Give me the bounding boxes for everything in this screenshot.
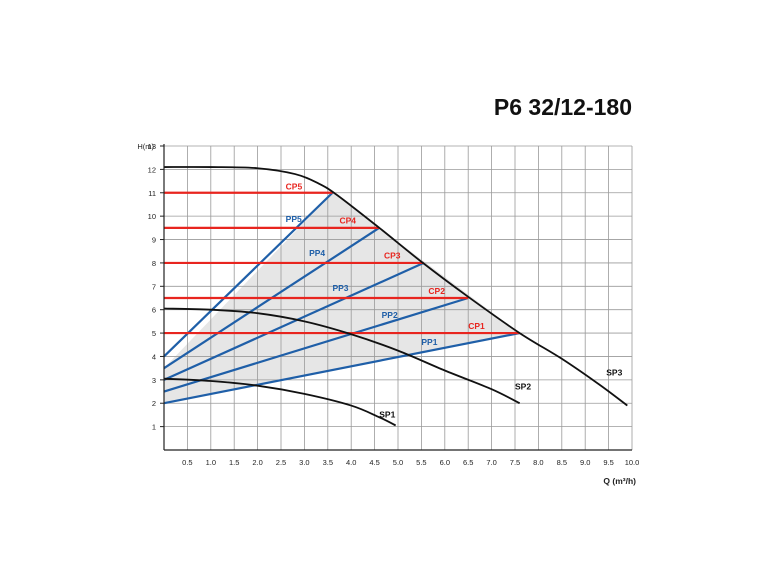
curve-pp3 <box>163 261 425 381</box>
curve-sp3 <box>163 166 628 407</box>
x-tick-label: 3.0 <box>299 458 309 467</box>
y-tick-label: 3 <box>152 376 156 385</box>
x-tick-label: 2.0 <box>252 458 262 467</box>
y-tick-label: 5 <box>152 329 156 338</box>
y-axis-label: H(m) <box>137 142 154 151</box>
x-tick-label: 7.5 <box>510 458 520 467</box>
curve-sp1 <box>163 377 397 427</box>
x-tick-label: 5.5 <box>416 458 426 467</box>
x-tick-label: 9.5 <box>603 458 613 467</box>
label-cp4: CP4 <box>340 216 357 226</box>
curve-sp2 <box>163 307 521 405</box>
y-tick-label: 4 <box>152 352 156 361</box>
x-tick-label: 6.5 <box>463 458 473 467</box>
label-sp1: SP1 <box>379 410 395 420</box>
y-tick-label: 8 <box>152 259 156 268</box>
y-tick-label: 11 <box>148 189 156 198</box>
y-tick-label: 10 <box>148 212 156 221</box>
x-tick-label: 8.5 <box>557 458 567 467</box>
label-cp3: CP3 <box>384 251 401 261</box>
x-axis-label: Q (m³/h) <box>603 476 636 486</box>
label-pp5: PP5 <box>286 214 302 224</box>
y-tick-label: 7 <box>152 282 156 291</box>
x-tick-label: 6.0 <box>440 458 450 467</box>
x-tick-label: 8.0 <box>533 458 543 467</box>
label-pp1: PP1 <box>421 337 437 347</box>
curve-pp2 <box>163 296 469 393</box>
x-tick-label: 5.0 <box>393 458 403 467</box>
y-tick-label: 2 <box>152 399 156 408</box>
y-tick-label: 12 <box>148 165 156 174</box>
y-tick-label: 1 <box>152 423 156 432</box>
label-pp4: PP4 <box>309 248 325 258</box>
y-tick-label: 9 <box>152 236 156 245</box>
x-tick-label: 4.5 <box>369 458 379 467</box>
label-cp5: CP5 <box>286 181 303 191</box>
label-sp2: SP2 <box>515 382 531 392</box>
chart-title: P6 32/12-180 <box>493 94 632 120</box>
label-cp2: CP2 <box>428 286 445 296</box>
x-tick-label: 3.5 <box>323 458 333 467</box>
x-tick-label: 0.5 <box>182 458 192 467</box>
x-tick-label: 7.0 <box>486 458 496 467</box>
curve-pp5 <box>163 191 334 358</box>
x-tick-label: 9.0 <box>580 458 590 467</box>
label-pp3: PP3 <box>332 283 348 293</box>
x-tick-label: 2.5 <box>276 458 286 467</box>
x-tick-label: 10.0 <box>625 458 640 467</box>
label-pp2: PP2 <box>382 310 398 320</box>
x-tick-label: 1.5 <box>229 458 239 467</box>
label-sp3: SP3 <box>606 368 622 378</box>
y-tick-label: 13 <box>148 142 156 151</box>
y-tick-label: 6 <box>152 306 156 315</box>
x-tick-label: 4.0 <box>346 458 356 467</box>
curve-pp1 <box>163 331 520 405</box>
label-cp1: CP1 <box>468 321 485 331</box>
x-tick-label: 1.0 <box>206 458 216 467</box>
